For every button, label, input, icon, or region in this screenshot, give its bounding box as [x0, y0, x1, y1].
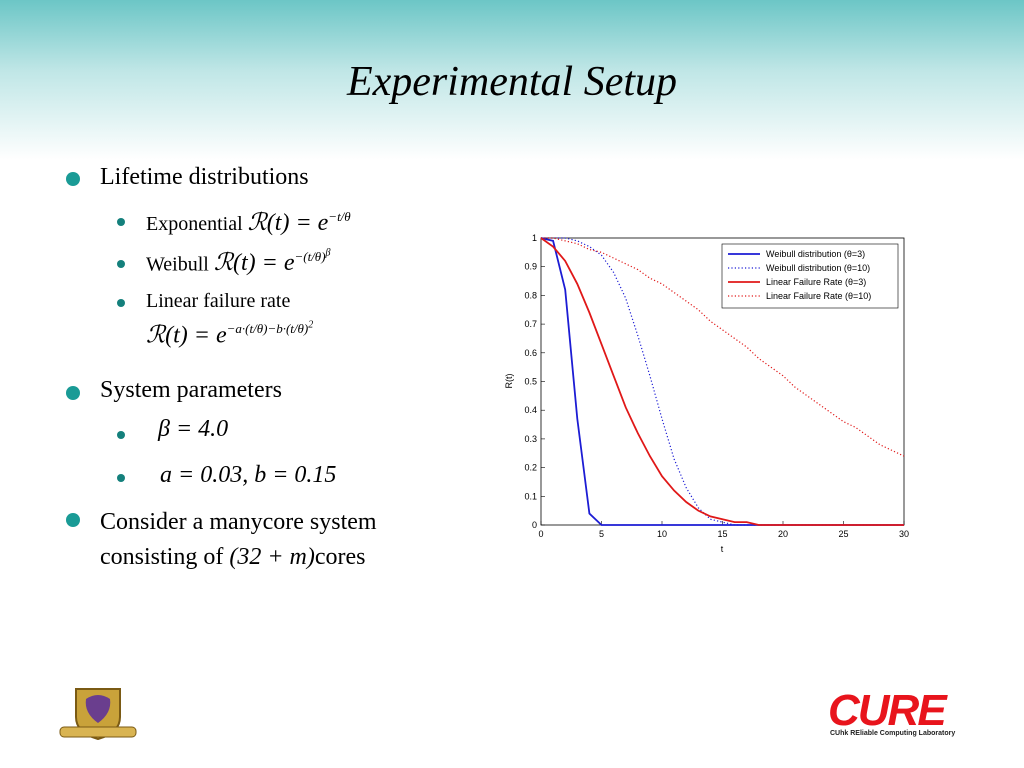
formula-base: ℛ(t) = e: [247, 210, 329, 236]
y-axis-label: R(t): [504, 374, 514, 389]
item-text: Consider a manycore system consisting of: [100, 509, 377, 570]
bullet-text: Exponential ℛ(t) = e−t/θ: [146, 208, 351, 237]
formula-base: ℛ(t) = e: [213, 250, 295, 277]
item-text: Exponential: [146, 213, 243, 235]
y-tick-label: 0.8: [524, 290, 537, 300]
legend-label: Weibull distribution (θ=3): [766, 249, 865, 259]
formula: ℛ(t) = e−a·(t/θ)−b·(t/θ)2: [146, 320, 313, 349]
bullet-text: Weibull ℛ(t) = e−(t/θ)β: [146, 248, 331, 277]
formula: (32 + m): [229, 544, 315, 570]
formula-exponent: −t/θ: [328, 209, 351, 224]
bullet-text: Lifetime distributions: [100, 164, 309, 190]
y-tick-label: 0.9: [524, 262, 537, 272]
university-emblem: [59, 688, 137, 741]
lab-name: CUhk REliable Computing Laboratory: [830, 730, 956, 737]
formula: ℛ(t) = e−(t/θ)β: [213, 248, 331, 277]
x-tick-label: 25: [838, 529, 848, 539]
y-tick-label: 0.6: [524, 348, 537, 358]
bullet-text: System parameters: [100, 377, 282, 403]
formula: β = 4.0: [158, 416, 229, 442]
x-tick-label: 5: [599, 529, 604, 539]
slide-title: Experimental Setup: [346, 59, 678, 105]
x-tick-label: 0: [538, 529, 543, 539]
x-tick-label: 30: [899, 529, 909, 539]
formula-power: 2: [308, 320, 314, 331]
bullet: [117, 299, 125, 307]
series-line: [540, 237, 904, 526]
formula-power: β: [325, 248, 331, 259]
formula-base: ℛ(t) = e: [146, 322, 227, 349]
y-tick-label: 0.7: [524, 319, 537, 329]
formula-exponent: −(t/θ): [294, 249, 326, 265]
bullet: [117, 431, 125, 439]
x-axis-label: t: [721, 544, 724, 554]
bullet: [117, 474, 125, 482]
item-text: cores: [314, 544, 366, 570]
y-tick-label: 0: [532, 520, 537, 530]
formula: a = 0.03, b = 0.15: [160, 462, 337, 488]
bullet-text: Linear failure rate: [146, 290, 291, 312]
formula: ℛ(t) = e−t/θ: [247, 209, 351, 236]
bullet: [117, 260, 125, 268]
y-tick-label: 0.5: [524, 377, 537, 387]
y-tick-label: 0.1: [524, 491, 537, 501]
item-text: Weibull: [146, 253, 209, 276]
y-tick-label: 1: [532, 233, 537, 243]
chart: t R(t) 0 5 10 15 20 25 30 0 0.1 0.2 0.3 0.4 0.5 0.6 0.…: [504, 233, 909, 554]
bullet: [66, 172, 80, 186]
bullet: [66, 513, 80, 527]
bullet: [66, 386, 80, 400]
x-tick-label: 20: [778, 529, 788, 539]
legend-label: Linear Failure Rate (θ=3): [766, 277, 866, 287]
lab-logo: CURE: [828, 686, 947, 735]
x-tick-label: 10: [657, 529, 667, 539]
legend-label: Weibull distribution (θ=10): [766, 263, 870, 273]
y-tick-label: 0.3: [524, 434, 537, 444]
legend-label: Linear Failure Rate (θ=10): [766, 291, 871, 301]
y-tick-label: 0.4: [524, 405, 537, 415]
formula-exponent: −a·(t/θ)−b·(t/θ): [226, 321, 309, 337]
bullet: [117, 218, 125, 226]
x-tick-label: 15: [717, 529, 727, 539]
y-tick-label: 0.2: [524, 463, 537, 473]
bullet-text: Consider a manycore system consisting of…: [100, 505, 475, 575]
